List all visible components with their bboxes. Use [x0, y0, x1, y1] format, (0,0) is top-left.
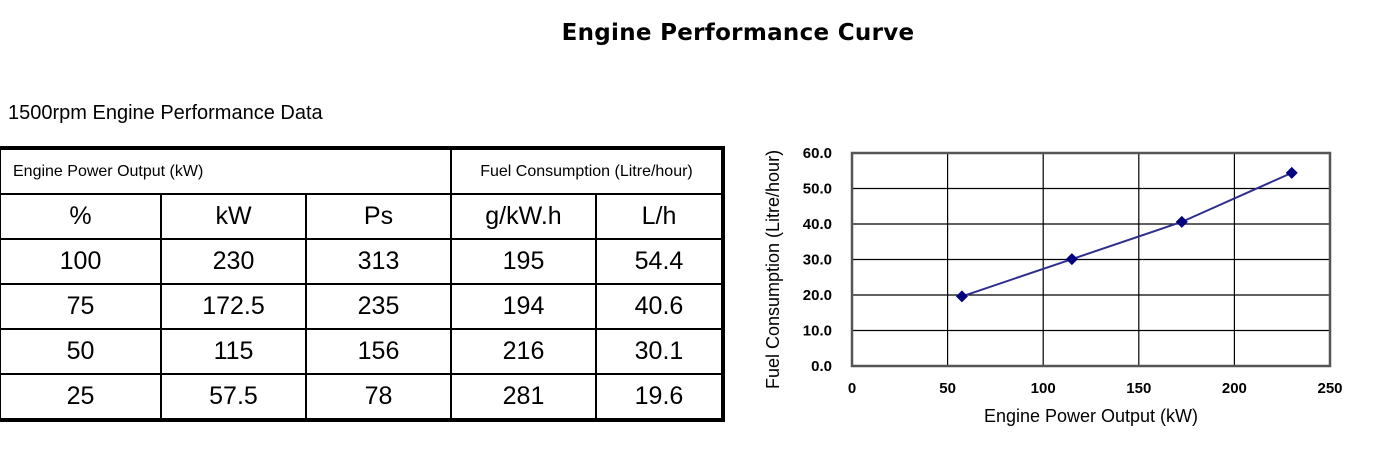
cell: 313: [305, 238, 452, 285]
x-tick-label: 250: [1317, 380, 1342, 397]
column-header: g/kW.h: [450, 193, 597, 240]
x-tick-label: 100: [1031, 380, 1056, 397]
page-title: Engine Performance Curve: [561, 20, 915, 46]
cell: 195: [450, 238, 597, 285]
column-header: kW: [160, 193, 307, 240]
data-point: [1285, 166, 1298, 179]
column-header: L/h: [595, 193, 724, 240]
cell: 57.5: [160, 373, 307, 421]
cell: 216: [450, 328, 597, 375]
cell: 54.4: [595, 238, 724, 285]
column-header: %: [0, 193, 162, 240]
cell: 194: [450, 283, 597, 330]
x-axis-label: Engine Power Output (kW): [984, 406, 1198, 426]
column-header: Ps: [305, 193, 452, 240]
y-tick-label: 60.0: [803, 145, 832, 162]
table-row: 50 115 156 216 30.1: [0, 328, 724, 375]
y-tick-label: 40.0: [803, 216, 832, 233]
cell: 100: [0, 238, 162, 285]
cell: 115: [160, 328, 307, 375]
cell: 156: [305, 328, 452, 375]
cell: 281: [450, 373, 597, 421]
group-header-power: Engine Power Output (kW): [0, 147, 452, 195]
cell: 25: [0, 373, 162, 421]
group-header-fuel: Fuel Consumption (Litre/hour): [450, 147, 724, 195]
group-header-row: Engine Power Output (kW) Fuel Consumptio…: [0, 147, 724, 195]
y-tick-label: 10.0: [803, 323, 832, 340]
cell: 78: [305, 373, 452, 421]
data-point: [1065, 253, 1078, 266]
table-caption: 1500rpm Engine Performance Data: [8, 102, 323, 124]
performance-table: Engine Power Output (kW) Fuel Consumptio…: [0, 146, 725, 422]
column-header-row: % kW Ps g/kW.h L/h: [0, 193, 724, 240]
y-tick-label: 50.0: [803, 181, 832, 198]
cell: 235: [305, 283, 452, 330]
y-tick-label: 0.0: [811, 358, 832, 375]
cell: 40.6: [595, 283, 724, 330]
cell: 172.5: [160, 283, 307, 330]
series-line: [961, 171, 1293, 298]
table-row: 100 230 313 195 54.4: [0, 238, 724, 285]
cell: 50: [0, 328, 162, 375]
cell: 230: [160, 238, 307, 285]
x-tick-label: 200: [1222, 380, 1247, 397]
x-tick-label: 150: [1126, 380, 1151, 397]
x-tick-label: 0: [848, 380, 856, 397]
y-tick-label: 30.0: [803, 252, 832, 269]
table-row: 75 172.5 235 194 40.6: [0, 283, 724, 330]
plot-frame: [850, 151, 1332, 368]
x-tick-label: 50: [939, 380, 956, 397]
data-point: [1175, 215, 1188, 228]
cell: 75: [0, 283, 162, 330]
cell: 19.6: [595, 373, 724, 421]
table-row: 25 57.5 78 281 19.6: [0, 373, 724, 421]
cell: 30.1: [595, 328, 724, 375]
y-axis-label: Fuel Consumption (Litre/hour): [763, 150, 783, 389]
data-point: [955, 290, 968, 303]
y-tick-label: 20.0: [803, 287, 832, 304]
